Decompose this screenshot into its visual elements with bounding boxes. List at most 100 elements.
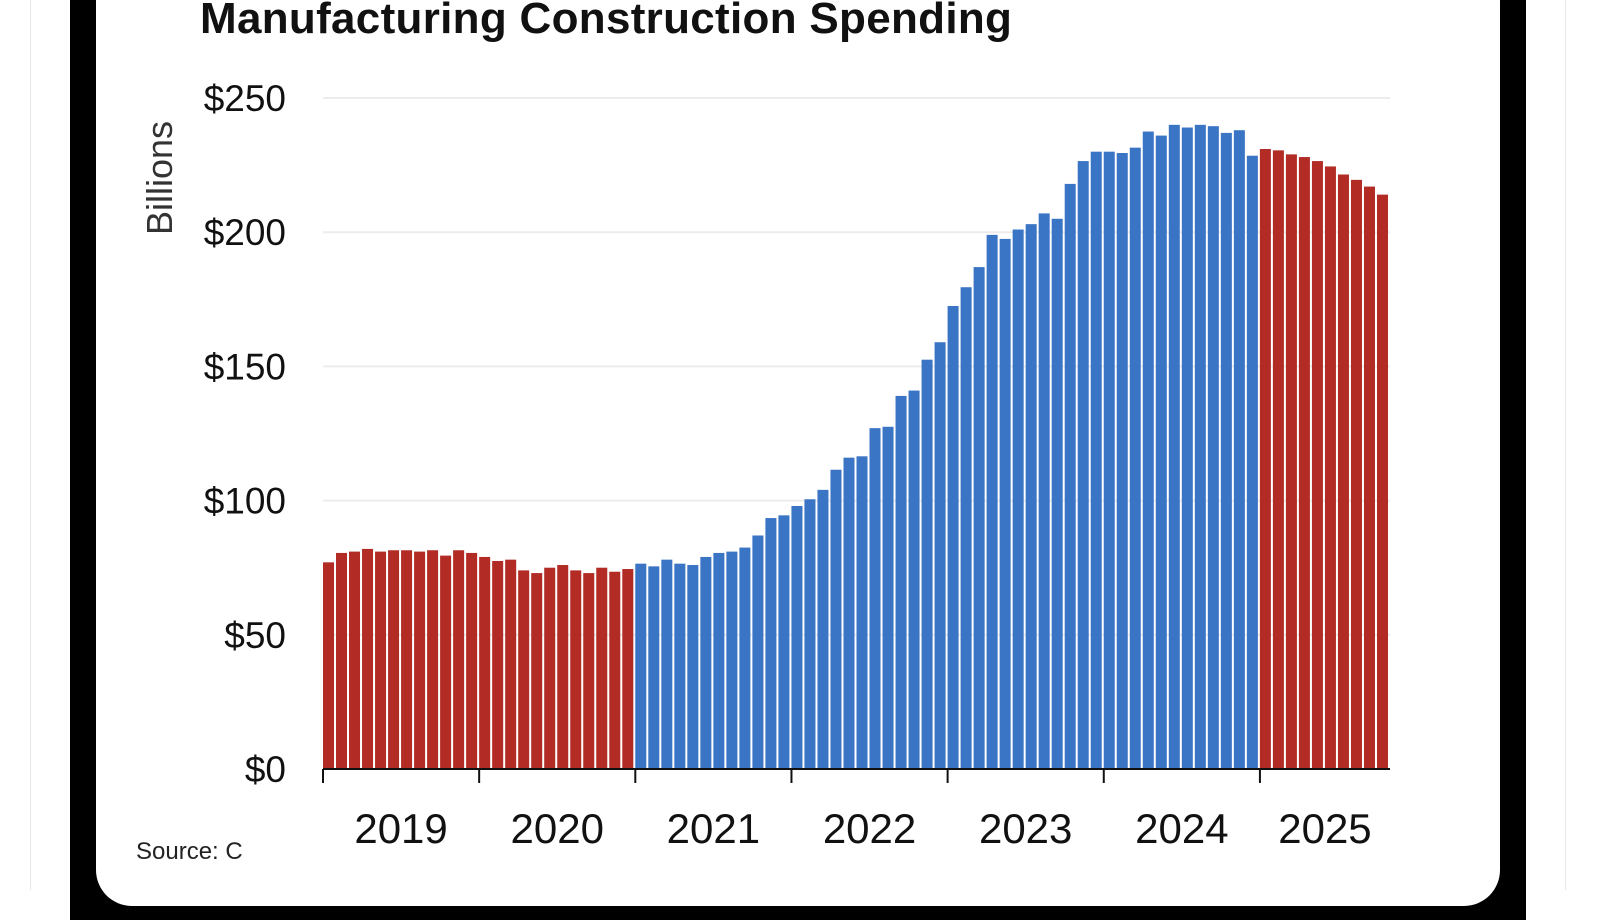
y-tick-label-3: $150 — [204, 346, 286, 387]
bar-4 — [375, 551, 387, 769]
bar-79 — [1350, 179, 1362, 770]
x-tick-label-5: 2024 — [1135, 805, 1228, 852]
bar-17 — [544, 567, 556, 769]
bar-50 — [973, 267, 985, 769]
bar-72 — [1259, 149, 1271, 769]
bar-34 — [765, 518, 777, 769]
bar-52 — [999, 238, 1011, 769]
bar-27 — [674, 563, 686, 769]
bar-2 — [349, 551, 361, 769]
chart-title: Manufacturing Construction Spending — [200, 0, 1013, 43]
x-tick-label-6: 2025 — [1278, 805, 1371, 852]
bar-77 — [1324, 166, 1336, 769]
bar-55 — [1038, 213, 1050, 769]
bar-10 — [453, 550, 465, 769]
bar-24 — [635, 563, 647, 769]
bar-41 — [856, 456, 868, 769]
bar-22 — [609, 571, 621, 769]
bar-47 — [934, 342, 946, 769]
bar-11 — [466, 552, 478, 769]
bar-26 — [661, 559, 673, 769]
bar-0 — [323, 562, 335, 769]
bar-54 — [1025, 224, 1037, 769]
bar-18 — [557, 565, 569, 769]
bar-74 — [1285, 154, 1297, 770]
bar-21 — [596, 567, 608, 769]
bar-13 — [492, 560, 504, 769]
bar-1 — [336, 552, 348, 769]
x-tick-label-4: 2023 — [979, 805, 1072, 852]
bar-38 — [817, 489, 829, 769]
axes — [322, 768, 1390, 783]
bar-75 — [1298, 157, 1310, 770]
y-tick-label-4: $200 — [204, 212, 286, 253]
bar-7 — [414, 551, 426, 769]
page-edge-left — [30, 0, 31, 890]
bar-15 — [518, 570, 530, 769]
bar-43 — [882, 426, 894, 769]
y-tick-labels: $0 $50 $100 $150 $200 $250 — [204, 78, 286, 790]
bar-66 — [1181, 127, 1193, 769]
bar-62 — [1129, 147, 1141, 769]
bar-49 — [960, 287, 972, 769]
bar-70 — [1233, 130, 1245, 769]
bar-12 — [479, 556, 491, 769]
bar-42 — [869, 428, 881, 769]
bar-9 — [440, 555, 452, 769]
bar-40 — [843, 457, 855, 769]
bar-60 — [1103, 151, 1115, 769]
bar-45 — [908, 390, 920, 769]
bar-59 — [1090, 151, 1102, 769]
bar-3 — [362, 548, 374, 769]
y-tick-label-5: $250 — [204, 78, 286, 119]
bar-58 — [1077, 161, 1089, 769]
x-tick-label-2: 2021 — [667, 805, 760, 852]
bar-28 — [687, 565, 699, 769]
bar-5 — [388, 550, 400, 769]
bar-51 — [986, 234, 998, 769]
x-tick-label-1: 2020 — [511, 805, 604, 852]
bar-8 — [427, 550, 439, 769]
bar-73 — [1272, 150, 1284, 770]
bar-64 — [1155, 135, 1167, 769]
bar-19 — [570, 570, 582, 769]
bar-39 — [830, 469, 842, 769]
bar-31 — [726, 551, 738, 769]
bar-32 — [739, 547, 751, 769]
y-tick-label-0: $0 — [245, 749, 286, 790]
bar-20 — [583, 573, 595, 769]
x-tick-label-0: 2019 — [354, 805, 447, 852]
x-tick-label-3: 2022 — [823, 805, 916, 852]
y-tick-label-1: $50 — [224, 615, 286, 656]
bar-chart: $0$50$100$150$200$250 2019 2020 2021 2022 20… — [139, 78, 1390, 852]
bar-29 — [700, 556, 712, 769]
bar-14 — [505, 559, 517, 769]
bar-23 — [622, 569, 634, 769]
bar-46 — [921, 359, 933, 769]
bar-63 — [1142, 131, 1154, 770]
bar-67 — [1194, 124, 1206, 770]
bar-33 — [752, 535, 764, 769]
chart-card: Manufacturing Construction Spending $0 $5… — [96, 0, 1500, 906]
bar-76 — [1311, 161, 1323, 769]
source-footnote: Source: C — [136, 838, 243, 865]
bar-53 — [1012, 229, 1024, 769]
bar-30 — [713, 552, 725, 769]
bar-78 — [1337, 174, 1349, 770]
bar-6 — [401, 550, 413, 769]
bar-65 — [1168, 124, 1180, 770]
bar-68 — [1207, 126, 1219, 769]
bar-80 — [1363, 186, 1375, 769]
y-tick-label-2: $100 — [204, 481, 286, 522]
bar-48 — [947, 306, 959, 769]
bar-35 — [778, 515, 790, 769]
bar-69 — [1220, 132, 1232, 769]
bar-57 — [1064, 183, 1076, 769]
x-tick-labels: 2019 2020 2021 2022 2023 2024 2025 — [354, 805, 1371, 852]
bar-16 — [531, 573, 543, 769]
bars — [323, 124, 1388, 770]
page-edge-right — [1565, 0, 1566, 890]
bar-61 — [1116, 153, 1128, 769]
bar-25 — [648, 566, 660, 769]
bar-44 — [895, 395, 907, 769]
